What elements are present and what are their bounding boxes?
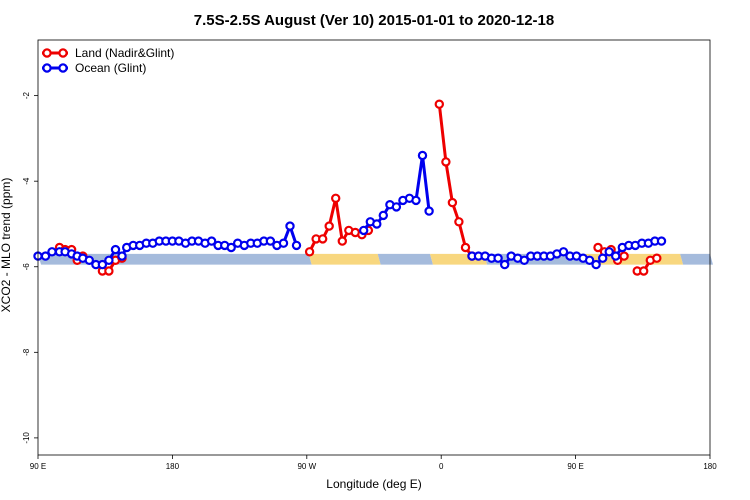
data-point (110, 244, 121, 255)
data-point (104, 255, 114, 265)
data-point (278, 238, 289, 248)
data-point (372, 219, 382, 229)
data-point (304, 247, 315, 257)
x-tick-label: 180 (703, 462, 717, 471)
data-point (639, 266, 649, 276)
x-tick-label: 90 E (30, 462, 46, 471)
data-point (611, 251, 621, 261)
data-point (378, 210, 388, 221)
x-tick-label: 90 E (567, 462, 583, 471)
legend: Land (Nadir&Glint)Ocean (Glint) (42, 46, 174, 75)
legend-item: Land (Nadir&Glint) (42, 46, 174, 60)
y-tick-label: -2 (22, 91, 31, 99)
data-point (604, 247, 614, 257)
y-tick-label: -6 (22, 263, 31, 271)
y-axis-title: XCO2 - MLO trend (ppm) (0, 178, 13, 313)
y-axis: -2 -4 -6 -8 -10 (22, 91, 38, 444)
x-axis-title: Longitude (deg E) (326, 477, 421, 491)
data-point (460, 242, 471, 253)
data-point (441, 157, 451, 167)
legend-item: Ocean (Glint) (42, 61, 146, 75)
band-segment-ocean (377, 253, 433, 265)
data-point (331, 193, 341, 203)
data-point (493, 253, 503, 263)
data-point (619, 251, 629, 261)
data-point (417, 150, 428, 161)
data-point (84, 255, 95, 265)
data-point (337, 236, 347, 246)
data-point (652, 253, 662, 263)
series-1 (33, 150, 667, 270)
data-point (40, 251, 51, 261)
band-segment-ocean (680, 253, 713, 265)
x-tick-label: 0 (439, 462, 444, 471)
data-point (117, 251, 127, 261)
series-0 (54, 99, 662, 276)
plot-frame (37, 39, 711, 456)
data-point (359, 225, 369, 236)
data-point (97, 259, 108, 270)
y-tick-label: -4 (22, 177, 31, 185)
data-point (454, 217, 464, 227)
data-point (324, 221, 334, 231)
legend-label: Ocean (Glint) (75, 61, 146, 75)
data-point (318, 234, 328, 244)
x-tick-label: 180 (166, 462, 180, 471)
data-point (558, 247, 569, 257)
data-point (598, 253, 608, 263)
legend-label: Land (Nadir&Glint) (75, 46, 174, 60)
x-tick-label: 90 W (297, 462, 316, 471)
data-point (285, 221, 295, 231)
data-point (591, 259, 601, 270)
data-point (391, 202, 402, 212)
legend-swatch-marker (58, 48, 68, 58)
data-point (593, 242, 603, 253)
data-point (584, 255, 595, 265)
data-point (206, 236, 217, 246)
data-point (434, 99, 444, 109)
data-point (291, 240, 302, 251)
data-point (500, 259, 510, 270)
legend-swatch-marker (42, 48, 52, 58)
data-point (656, 236, 667, 246)
legend-swatch-marker (58, 63, 68, 73)
y-tick-label: -8 (22, 348, 31, 356)
band-segment-land (308, 253, 381, 265)
data-point (104, 266, 114, 276)
series-layer (33, 99, 667, 276)
y-tick-label: -10 (22, 432, 31, 444)
data-point (411, 195, 421, 206)
x-axis: 90 E 180 90 W 0 90 E 180 (30, 455, 717, 471)
data-point (226, 242, 236, 253)
series-line (437, 104, 474, 258)
chart-title: 7.5S-2.5S August (Ver 10) 2015-01-01 to … (194, 12, 554, 29)
data-point (47, 247, 57, 257)
legend-swatch-marker (42, 63, 52, 73)
data-point (519, 255, 530, 265)
data-point (424, 206, 434, 216)
data-point (447, 197, 458, 208)
data-point (265, 236, 276, 246)
